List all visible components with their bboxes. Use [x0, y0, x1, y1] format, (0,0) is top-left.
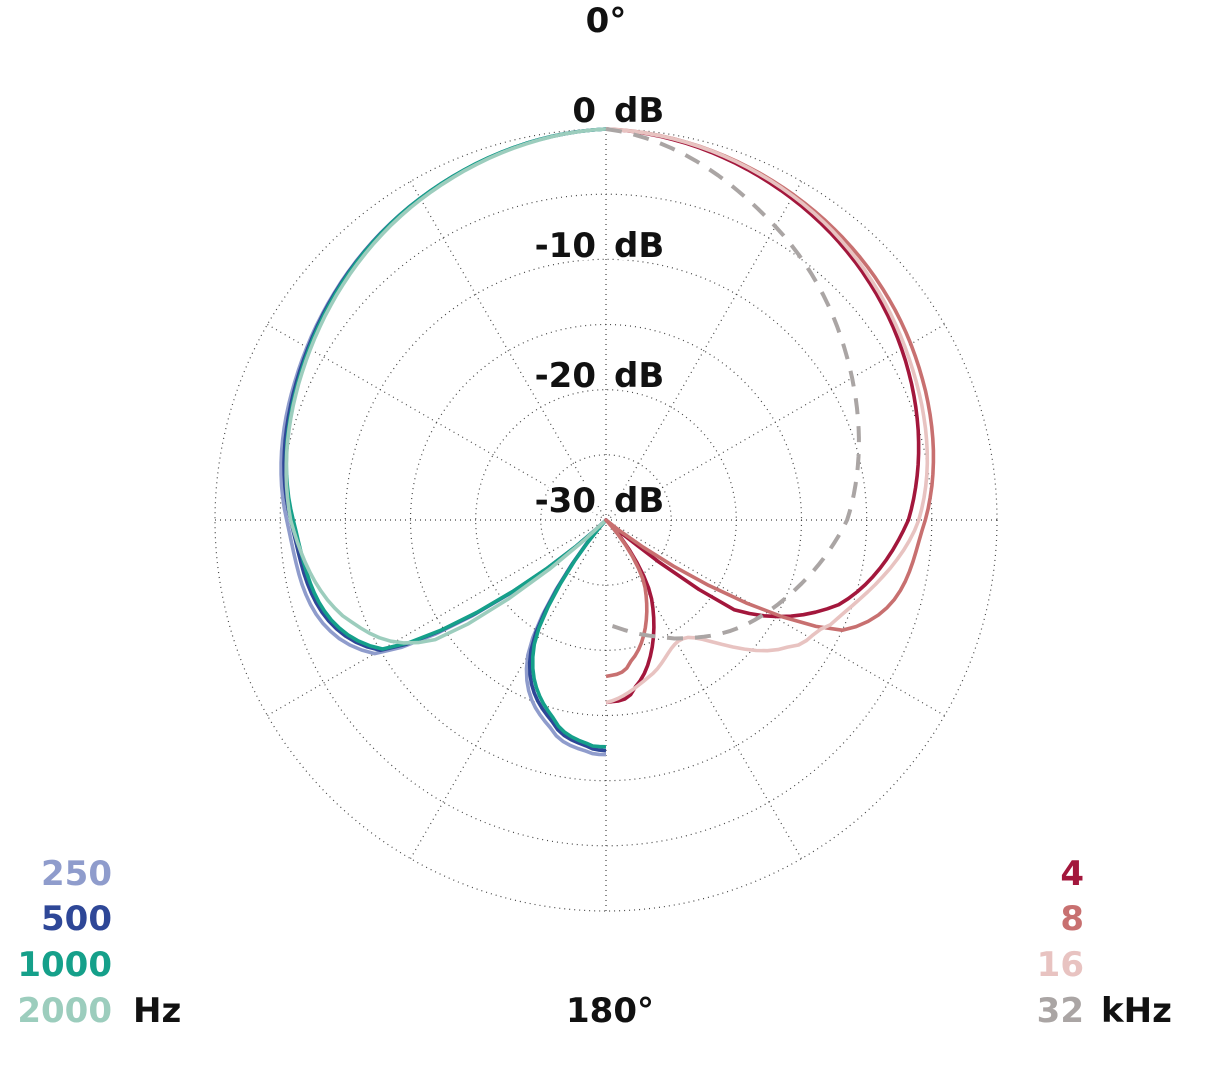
legend-left: 250 500 1000 2000 Hz — [17, 854, 181, 1031]
grid-spoke — [605, 181, 803, 521]
angle-label-top: 0° — [586, 1, 627, 41]
angle-label-bottom: 180° — [566, 991, 654, 1031]
polar-curves — [279, 127, 936, 757]
radial-label: -30 dB — [535, 481, 665, 521]
legend-item-8: 8 — [1060, 899, 1084, 939]
grid-spoke — [267, 323, 607, 521]
legend-unit-khz: kHz — [1101, 991, 1172, 1031]
radial-labels: 0 dB -10 dB -20 dB -30 dB — [532, 88, 668, 524]
series-line-16 — [605, 127, 930, 705]
grid-spoke — [605, 323, 945, 521]
grid-spoke — [409, 519, 607, 859]
legend-item-32: 32 — [1037, 991, 1084, 1031]
radial-label: -20 dB — [535, 356, 665, 396]
series-line-8 — [604, 127, 936, 679]
legend-item-4: 4 — [1060, 854, 1084, 894]
legend-item-250: 250 — [41, 854, 112, 894]
grid-spoke — [409, 181, 607, 521]
legend-item-1000: 1000 — [17, 945, 112, 985]
legend-item-500: 500 — [41, 899, 112, 939]
series-line-500 — [282, 127, 608, 753]
grid-spoke — [605, 519, 803, 859]
polar-grid — [214, 128, 998, 912]
legend-right: 4 8 16 32 kHz — [1037, 854, 1172, 1031]
grid-spoke — [267, 519, 607, 717]
series-line-32 — [605, 127, 861, 641]
radial-label: 0 dB — [572, 91, 664, 131]
legend-unit-hz: Hz — [133, 991, 181, 1031]
series-line-4 — [604, 127, 921, 705]
series-line-250 — [279, 127, 608, 757]
radial-label: -10 dB — [535, 226, 665, 266]
series-line-2000 — [284, 127, 608, 645]
legend-item-16: 16 — [1037, 945, 1084, 985]
legend-item-2000: 2000 — [17, 991, 112, 1031]
